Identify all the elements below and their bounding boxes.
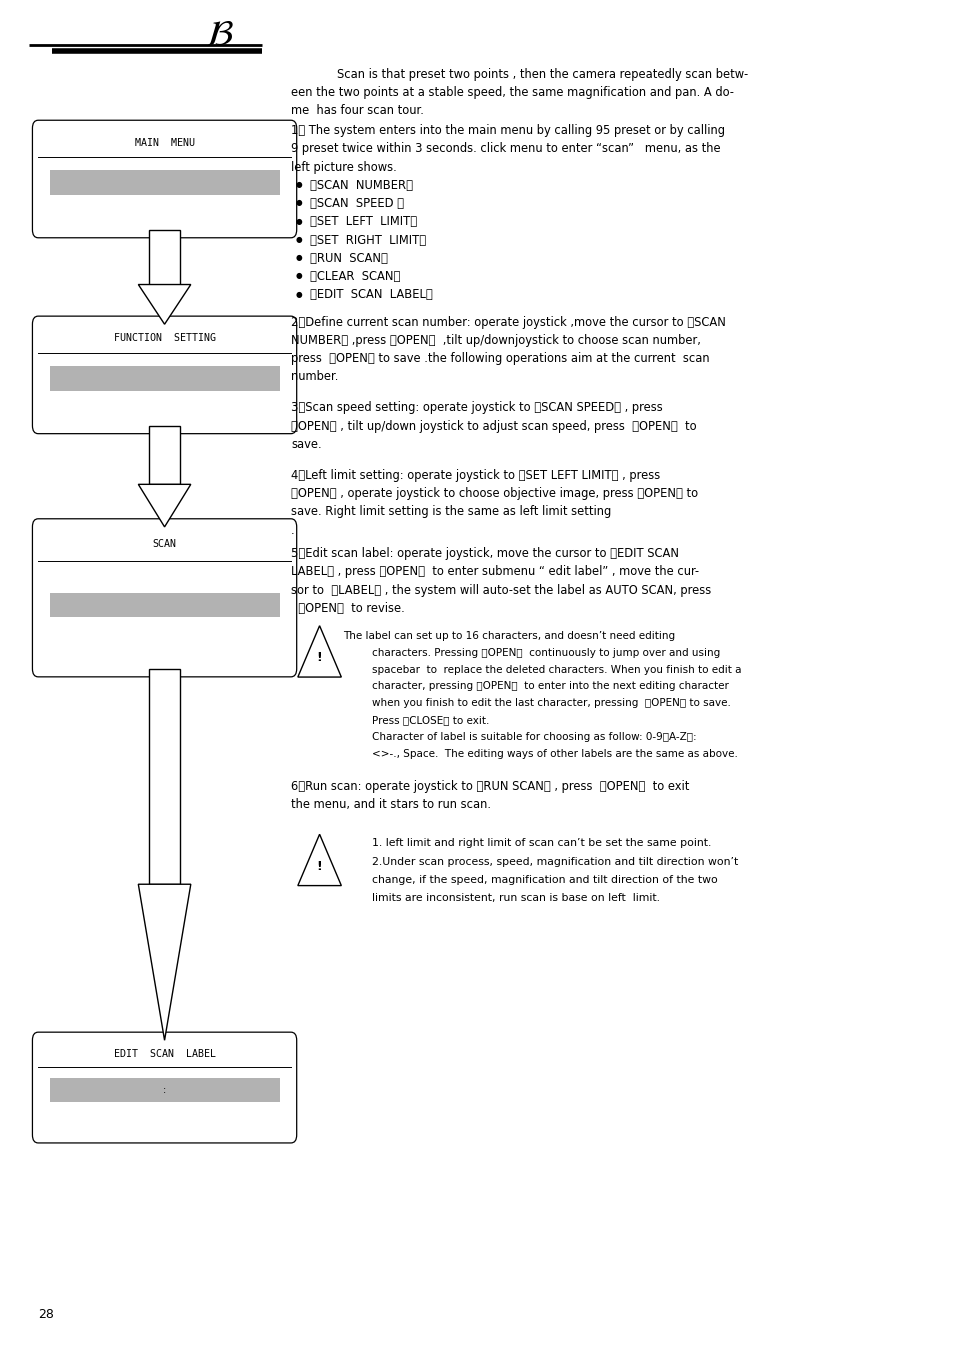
FancyBboxPatch shape (149, 230, 179, 285)
Text: when you finish to edit the last character, pressing  【OPEN】 to save.: when you finish to edit the last charact… (372, 698, 730, 708)
Text: NUMBER】 ,press 【OPEN】  ,tilt up/downjoystick to choose scan number,: NUMBER】 ,press 【OPEN】 ,tilt up/downjoyst… (291, 334, 700, 347)
Text: 【OPEN】 , operate joystick to choose objective image, press 【OPEN】 to: 【OPEN】 , operate joystick to choose obje… (291, 486, 698, 500)
Text: Character of label is suitable for choosing as follow: 0-9、A-Z、:: Character of label is suitable for choos… (372, 732, 696, 742)
FancyBboxPatch shape (149, 669, 179, 884)
Text: ●: ● (295, 216, 302, 226)
Text: the menu, and it stars to run scan.: the menu, and it stars to run scan. (291, 798, 491, 811)
Text: EDIT  SCAN  LABEL: EDIT SCAN LABEL (113, 1048, 215, 1059)
Text: 2、Define current scan number: operate joystick ,move the cursor to 【SCAN: 2、Define current scan number: operate jo… (291, 316, 725, 328)
Text: 28: 28 (38, 1308, 54, 1321)
Text: 5、Edit scan label: operate joystick, move the cursor to 【EDIT SCAN: 5、Edit scan label: operate joystick, mov… (291, 547, 679, 561)
FancyBboxPatch shape (32, 519, 296, 677)
Polygon shape (138, 285, 191, 324)
Text: SCAN: SCAN (152, 539, 176, 549)
Text: ●: ● (295, 235, 302, 245)
FancyBboxPatch shape (50, 170, 279, 195)
Text: .: . (291, 523, 294, 536)
Text: 2.Under scan process, speed, magnification and tilt direction won’t: 2.Under scan process, speed, magnificati… (372, 857, 738, 866)
Text: 1、 The system enters into the main menu by calling 95 preset or by calling: 1、 The system enters into the main menu … (291, 124, 724, 136)
Text: me  has four scan tour.: me has four scan tour. (291, 104, 423, 118)
Polygon shape (138, 485, 191, 527)
Text: 【SET  LEFT  LIMIT】: 【SET LEFT LIMIT】 (310, 215, 416, 228)
Text: save.: save. (291, 438, 321, 451)
Text: $\mathcal{B}$: $\mathcal{B}$ (206, 18, 233, 53)
FancyBboxPatch shape (50, 1078, 279, 1102)
Text: ●: ● (295, 180, 302, 189)
Text: spacebar  to  replace the deleted characters. When you finish to edit a: spacebar to replace the deleted characte… (372, 665, 740, 674)
Text: characters. Pressing 【OPEN】  continuously to jump over and using: characters. Pressing 【OPEN】 continuously… (372, 648, 720, 658)
Text: sor to  【LABEL】 , the system will auto-set the label as AUTO SCAN, press: sor to 【LABEL】 , the system will auto-se… (291, 584, 711, 597)
Text: 【CLEAR  SCAN】: 【CLEAR SCAN】 (310, 270, 400, 282)
Polygon shape (138, 884, 191, 1040)
FancyBboxPatch shape (50, 593, 279, 617)
FancyBboxPatch shape (32, 316, 296, 434)
Text: press  【OPEN】 to save .the following operations aim at the current  scan: press 【OPEN】 to save .the following oper… (291, 353, 709, 365)
Text: character, pressing 【OPEN】  to enter into the next editing character: character, pressing 【OPEN】 to enter into… (372, 681, 728, 692)
Text: ●: ● (295, 199, 302, 208)
Text: 【OPEN】  to revise.: 【OPEN】 to revise. (291, 603, 404, 615)
Text: 3、Scan speed setting: operate joystick to 【SCAN SPEED】 , press: 3、Scan speed setting: operate joystick t… (291, 401, 662, 415)
Text: change, if the speed, magnification and tilt direction of the two: change, if the speed, magnification and … (372, 875, 717, 885)
Text: ●: ● (295, 272, 302, 281)
Text: LABEL】 , press 【OPEN】  to enter submenu “ edit label” , move the cur-: LABEL】 , press 【OPEN】 to enter submenu “… (291, 566, 699, 578)
Text: 【SET  RIGHT  LIMIT】: 【SET RIGHT LIMIT】 (310, 234, 426, 246)
Text: 4、Left limit setting: operate joystick to 【SET LEFT LIMIT】 , press: 4、Left limit setting: operate joystick t… (291, 469, 659, 482)
FancyBboxPatch shape (32, 1032, 296, 1143)
Text: Scan is that preset two points , then the camera repeatedly scan betw-: Scan is that preset two points , then th… (336, 68, 747, 81)
Text: !: ! (316, 651, 322, 665)
FancyBboxPatch shape (149, 426, 179, 485)
Text: 1. left limit and right limit of scan can’t be set the same point.: 1. left limit and right limit of scan ca… (372, 839, 711, 848)
Text: FUNCTION  SETTING: FUNCTION SETTING (113, 334, 215, 343)
Text: left picture shows.: left picture shows. (291, 161, 396, 173)
Text: 【EDIT  SCAN  LABEL】: 【EDIT SCAN LABEL】 (310, 288, 433, 301)
Text: limits are inconsistent, run scan is base on left  limit.: limits are inconsistent, run scan is bas… (372, 893, 659, 902)
Text: 9 preset twice within 3 seconds. click menu to enter “scan”   menu, as the: 9 preset twice within 3 seconds. click m… (291, 142, 720, 155)
Text: Press 【CLOSE】 to exit.: Press 【CLOSE】 to exit. (372, 715, 489, 725)
Text: ●: ● (295, 289, 302, 299)
Text: 【SCAN  NUMBER】: 【SCAN NUMBER】 (310, 178, 413, 192)
Polygon shape (297, 626, 341, 677)
Polygon shape (297, 835, 341, 886)
Text: 6、Run scan: operate joystick to 【RUN SCAN】 , press  【OPEN】  to exit: 6、Run scan: operate joystick to 【RUN SCA… (291, 780, 689, 793)
Text: The label can set up to 16 characters, and doesn’t need editing: The label can set up to 16 characters, a… (343, 631, 675, 642)
Text: :: : (163, 1085, 166, 1096)
Text: number.: number. (291, 370, 338, 384)
Text: een the two points at a stable speed, the same magnification and pan. A do-: een the two points at a stable speed, th… (291, 86, 733, 99)
Text: ●: ● (295, 253, 302, 262)
Text: 【OPEN】 , tilt up/down joystick to adjust scan speed, press  【OPEN】  to: 【OPEN】 , tilt up/down joystick to adjust… (291, 420, 696, 432)
Text: save. Right limit setting is the same as left limit setting: save. Right limit setting is the same as… (291, 505, 611, 519)
Text: 【RUN  SCAN】: 【RUN SCAN】 (310, 251, 388, 265)
Text: 【SCAN  SPEED 】: 【SCAN SPEED 】 (310, 197, 404, 209)
Text: MAIN  MENU: MAIN MENU (134, 138, 194, 147)
Text: <>-., Space.  The editing ways of other labels are the same as above.: <>-., Space. The editing ways of other l… (372, 748, 738, 758)
Text: !: ! (316, 859, 322, 873)
FancyBboxPatch shape (50, 366, 279, 390)
FancyBboxPatch shape (32, 120, 296, 238)
